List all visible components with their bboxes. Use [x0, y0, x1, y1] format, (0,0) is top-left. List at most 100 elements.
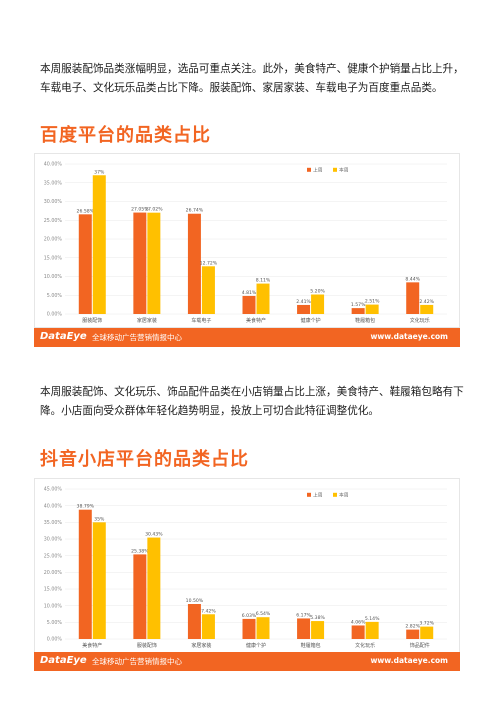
- bar-this-week: [92, 175, 106, 314]
- bar-last-week: [351, 308, 365, 314]
- baidu-category-chart: 0.00% 5.00% 10.00% 15.00% 20.00% 25.00% 30.00%…: [34, 153, 460, 328]
- footer-tagline: 全球移动广告营销情报中心: [92, 333, 182, 342]
- data-label: 8.44%: [405, 276, 420, 282]
- footer-tagline: 全球移动广告营销情报中心: [92, 657, 182, 666]
- y-tick-label: 45.00%: [44, 487, 63, 493]
- category-label: 鞋履箱包: [301, 642, 321, 649]
- dataeye-logo: DataEye: [40, 331, 87, 342]
- section-title-douyin: 抖音小店平台的品类占比: [40, 449, 249, 470]
- y-tick-label: 25.00%: [44, 553, 63, 559]
- data-label: 3.72%: [419, 621, 434, 627]
- category-label: 文化玩乐: [355, 642, 375, 649]
- category-label: 健康个护: [246, 642, 266, 649]
- data-label: 38.79%: [77, 504, 95, 510]
- data-label: 2.82%: [405, 624, 420, 630]
- data-label: 8.11%: [256, 278, 271, 284]
- category-label: 饰品配件: [410, 642, 430, 649]
- data-label: 27.05%: [131, 207, 149, 213]
- category-label: 家居家装: [137, 317, 157, 324]
- bar-this-week: [147, 537, 161, 639]
- data-label: 10.50%: [186, 598, 204, 604]
- data-label: 1.57%: [351, 302, 366, 308]
- category-label: 家居家装: [191, 642, 211, 649]
- y-tick-label: 25.00%: [44, 218, 63, 224]
- douyin-category-chart-svg: 0.00% 5.00% 10.00% 15.00% 20.00% 25.00% 30.00%…: [44, 487, 447, 649]
- y-tick-label: 5.00%: [47, 293, 63, 299]
- data-label: 5.38%: [310, 615, 325, 621]
- bar-this-week: [365, 304, 379, 314]
- bar-this-week: [92, 522, 106, 639]
- y-tick-label: 5.00%: [47, 620, 63, 626]
- legend-label: 本周: [339, 492, 349, 499]
- category-label: 健康个护: [301, 317, 321, 324]
- bar-this-week: [256, 617, 270, 639]
- data-label: 26.58%: [77, 208, 95, 214]
- summary-paragraph-2: 本周服装配饰、文化玩乐、饰品配件品类在小店销量占比上涨，美食特产、鞋履箱包略有下…: [40, 386, 464, 417]
- bar-this-week: [147, 212, 161, 314]
- bar-this-week: [201, 614, 215, 639]
- bar-this-week: [311, 621, 325, 639]
- category-label: 美食特产: [82, 642, 102, 649]
- data-label: 25.38%: [131, 548, 149, 554]
- data-label: 5.20%: [310, 289, 325, 295]
- y-tick-label: 10.00%: [44, 603, 63, 609]
- data-label: 6.54%: [256, 611, 271, 617]
- y-tick-label: 30.00%: [44, 537, 63, 543]
- legend-swatch: [307, 492, 311, 497]
- category-label: 文化玩乐: [410, 317, 430, 324]
- bar-this-week: [365, 621, 379, 639]
- data-label: 37%: [94, 169, 105, 175]
- bar-last-week: [78, 214, 92, 314]
- baidu-category-chart-svg: 0.00% 5.00% 10.00% 15.00% 20.00% 25.00% 30.00%…: [44, 162, 447, 324]
- data-label: 5.14%: [365, 616, 380, 622]
- bar-this-week: [311, 294, 325, 314]
- bar-last-week: [78, 509, 92, 639]
- bar-last-week: [297, 304, 311, 314]
- bar-last-week: [297, 618, 311, 639]
- y-tick-label: 40.00%: [44, 503, 63, 509]
- data-label: 6.17%: [296, 612, 311, 618]
- bar-last-week: [133, 554, 147, 639]
- category-label: 鞋履箱包: [355, 317, 375, 324]
- douyin-category-chart: 0.00% 5.00% 10.00% 15.00% 20.00% 25.00% 30.00%…: [34, 478, 460, 653]
- data-label: 4.06%: [351, 619, 366, 625]
- legend-swatch: [333, 492, 337, 497]
- legend-label: 上周: [313, 167, 323, 174]
- bar-last-week: [406, 282, 420, 314]
- y-tick-label: 35.00%: [44, 180, 63, 186]
- bar-last-week: [242, 618, 256, 639]
- y-tick-label: 40.00%: [44, 162, 63, 168]
- bar-this-week: [256, 283, 270, 314]
- y-tick-label: 0.00%: [47, 637, 63, 643]
- summary-paragraph-1: 本周服装配饰品类涨幅明显，选品可重点关注。此外，美食特产、健康个护销量占比上升，…: [40, 63, 464, 94]
- y-tick-label: 20.00%: [44, 237, 63, 243]
- bar-this-week: [201, 266, 215, 314]
- footer-url[interactable]: www.dataeye.com: [370, 332, 448, 341]
- legend-label: 本周: [339, 167, 349, 174]
- y-tick-label: 10.00%: [44, 274, 63, 280]
- category-label: 美食特产: [246, 317, 266, 324]
- data-label: 6.03%: [242, 613, 257, 619]
- y-tick-label: 0.00%: [47, 312, 63, 318]
- footer-banner-1: DataEye 全球移动广告营销情报中心 www.dataeye.com: [34, 328, 460, 347]
- bar-last-week: [187, 213, 201, 314]
- bar-last-week: [242, 295, 256, 314]
- data-label: 35%: [94, 516, 105, 522]
- data-label: 30.43%: [145, 532, 163, 538]
- data-label: 2.41%: [296, 299, 311, 305]
- data-label: 12.72%: [200, 260, 218, 266]
- legend-swatch: [307, 167, 311, 172]
- category-label: 车载电子: [191, 317, 211, 324]
- footer-url[interactable]: www.dataeye.com: [370, 656, 448, 665]
- bar-last-week: [351, 625, 365, 639]
- data-label: 26.74%: [186, 208, 204, 214]
- bar-this-week: [420, 304, 434, 314]
- y-tick-label: 15.00%: [44, 587, 63, 593]
- legend-swatch: [333, 167, 337, 172]
- section-title-baidu: 百度平台的品类占比: [40, 125, 211, 146]
- bar-last-week: [406, 629, 420, 639]
- y-tick-label: 30.00%: [44, 199, 63, 205]
- data-label: 7.42%: [201, 608, 216, 614]
- y-tick-label: 20.00%: [44, 570, 63, 576]
- y-tick-label: 35.00%: [44, 520, 63, 526]
